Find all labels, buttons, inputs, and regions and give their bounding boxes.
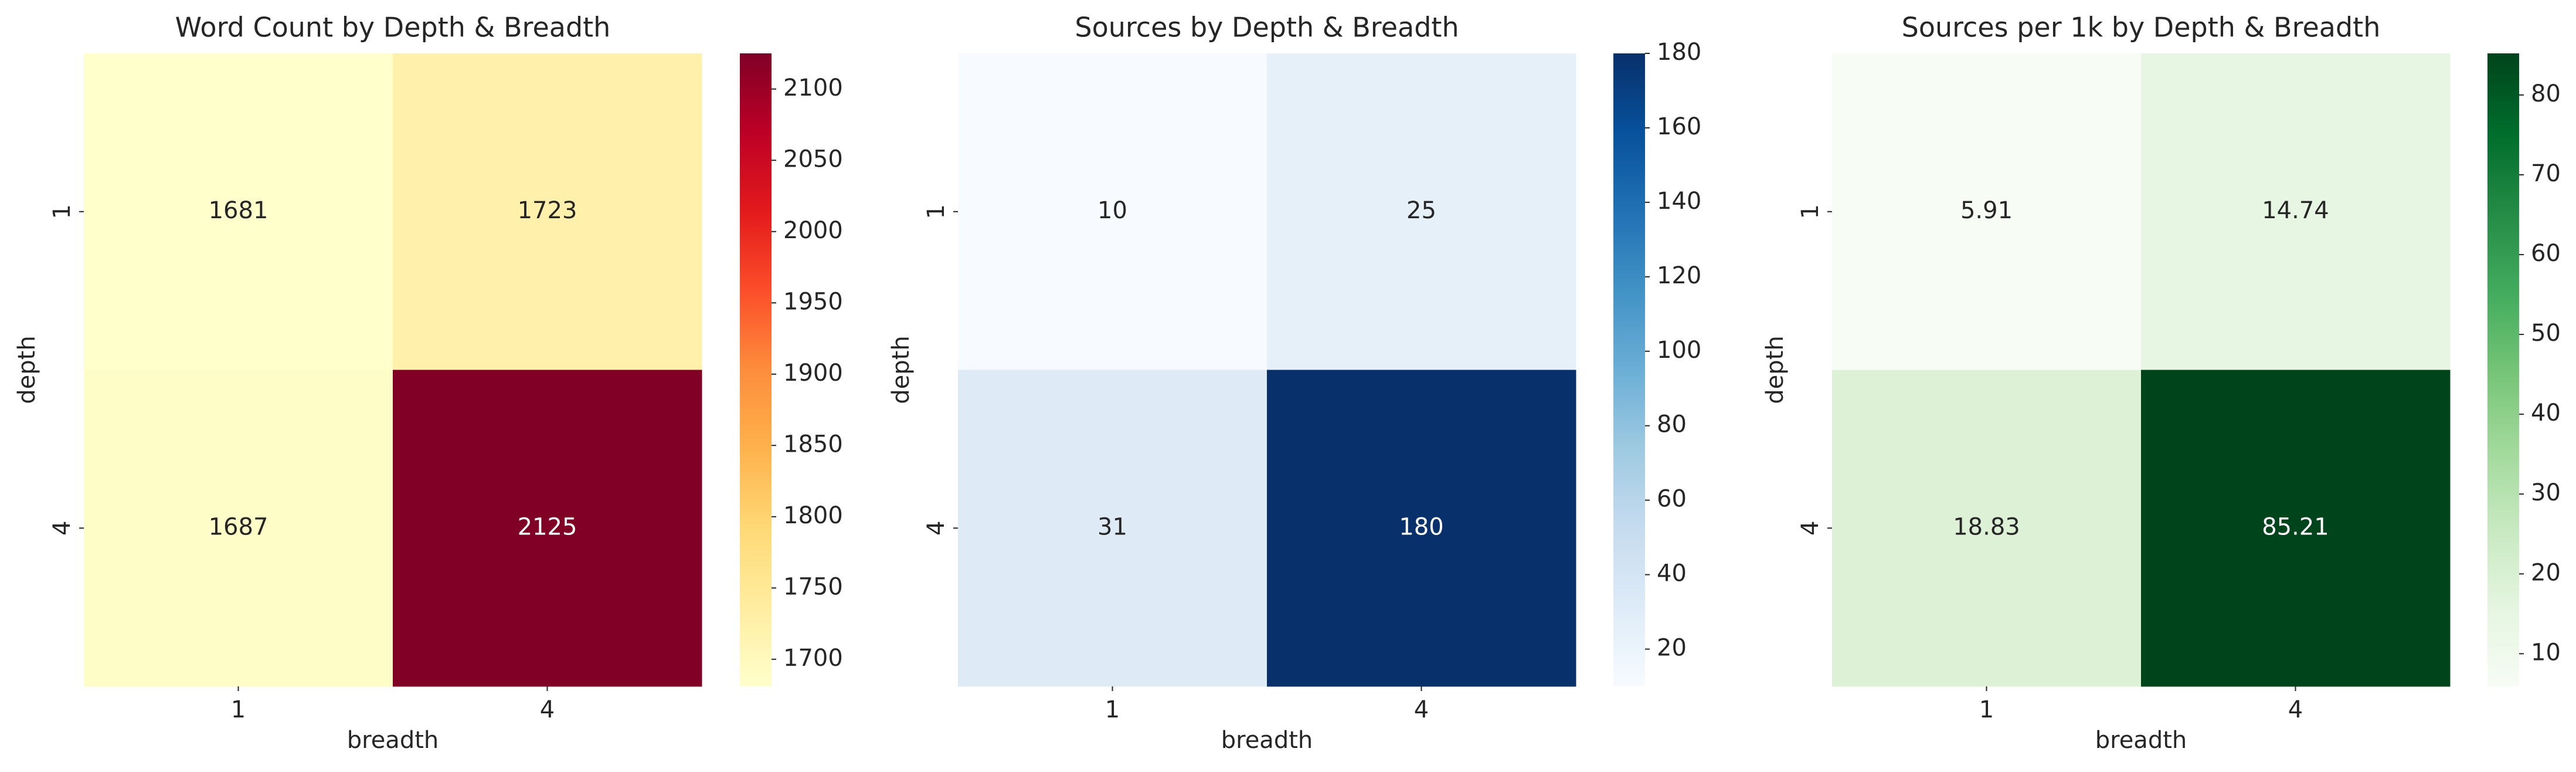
x-tick-label: 1 — [1979, 696, 1994, 723]
colorbar-tick-label: 30 — [2531, 479, 2561, 506]
colorbar-tick-label: 40 — [1657, 560, 1687, 587]
x-tick-label: 1 — [1105, 696, 1120, 723]
cell-value-label: 1723 — [518, 197, 577, 224]
cell-value-label: 25 — [1406, 197, 1436, 224]
x-tick-label: 4 — [2288, 696, 2303, 723]
colorbar-tick-label: 80 — [1657, 411, 1687, 438]
colorbar-tick-label: 1850 — [783, 431, 843, 458]
colorbar-tick-label: 2100 — [783, 75, 843, 101]
cell-value-label: 10 — [1097, 197, 1127, 224]
x-axis-label: breadth — [347, 727, 439, 754]
colorbar-tick-label: 80 — [2531, 80, 2561, 107]
cell-value-label: 180 — [1399, 513, 1443, 540]
heatmap-cell — [2141, 370, 2451, 687]
colorbar-tick-label: 140 — [1657, 188, 1701, 215]
heatmap-cell — [84, 370, 393, 687]
y-axis-label: depth — [13, 336, 40, 404]
x-tick-label: 4 — [540, 696, 555, 723]
colorbar-tick-label: 50 — [2531, 320, 2561, 347]
colorbar-tick-label: 60 — [1657, 486, 1687, 513]
colorbar-tick-label: 40 — [2531, 399, 2561, 426]
cell-value-label: 85.21 — [2262, 513, 2329, 540]
heatmap-cell — [1267, 53, 1576, 370]
colorbar — [740, 53, 772, 686]
cell-value-label: 2125 — [518, 513, 577, 540]
colorbar-tick-label: 2000 — [783, 217, 843, 244]
heatmap-cell — [1267, 370, 1576, 687]
colorbar-tick-label: 120 — [1657, 262, 1701, 289]
colorbar-tick-label: 60 — [2531, 240, 2561, 267]
colorbar-tick-label: 1700 — [783, 645, 843, 672]
colorbar-tick-label: 100 — [1657, 337, 1701, 364]
y-tick-label: 4 — [923, 521, 950, 536]
y-tick-label: 1 — [923, 204, 950, 219]
heatmap-cell — [958, 53, 1267, 370]
y-tick-label: 4 — [1797, 521, 1824, 536]
x-tick-label: 4 — [1414, 696, 1429, 723]
chart-title: Sources per 1k by Depth & Breadth — [1902, 12, 2381, 43]
colorbar-tick-label: 160 — [1657, 113, 1701, 140]
y-tick-label: 4 — [49, 521, 76, 536]
y-tick-label: 1 — [49, 204, 76, 219]
colorbar-tick-label: 70 — [2531, 160, 2561, 187]
heatmap-cell — [2141, 53, 2451, 370]
x-tick-label: 1 — [231, 696, 246, 723]
colorbar-tick-label: 1800 — [783, 502, 843, 529]
chart-title: Sources by Depth & Breadth — [1075, 12, 1459, 43]
x-axis-label: breadth — [2095, 727, 2187, 754]
colorbar-tick-label: 2050 — [783, 145, 843, 172]
heatmap-panel-3: Sources per 1k by Depth & Breadth 5.91 14.… — [1762, 12, 2561, 754]
colorbar-tick-label: 1750 — [783, 573, 843, 600]
heatmap-cell — [393, 53, 702, 370]
x-axis-label: breadth — [1221, 727, 1313, 754]
cell-value-label: 14.74 — [2262, 197, 2329, 224]
heatmap-cell — [1832, 53, 2142, 370]
y-tick-label: 1 — [1797, 204, 1824, 219]
colorbar-tick-label: 180 — [1657, 39, 1701, 66]
y-axis-label: depth — [888, 336, 915, 404]
cell-value-label: 1681 — [209, 197, 269, 224]
heatmap-cell — [393, 370, 702, 687]
colorbar — [2487, 53, 2519, 686]
cell-value-label: 18.83 — [1953, 513, 2020, 540]
heatmap-cell — [84, 53, 393, 370]
chart-title: Word Count by Depth & Breadth — [175, 12, 611, 43]
y-axis-label: depth — [1762, 336, 1789, 404]
heatmap-cell — [958, 370, 1267, 687]
colorbar-tick-label: 20 — [1657, 635, 1687, 662]
heatmap-panel-1: Word Count by Depth & Breadth 1681 1723 168… — [13, 12, 843, 754]
heatmap-panel-2: Sources by Depth & Breadth 10 25 31 180 1 4 1 4 b… — [888, 12, 1701, 754]
colorbar-tick-label: 20 — [2531, 559, 2561, 586]
heatmap-cell — [1832, 370, 2142, 687]
cell-value-label: 1687 — [209, 513, 269, 540]
colorbar — [1613, 53, 1645, 686]
cell-value-label: 5.91 — [1960, 197, 2013, 224]
cell-value-label: 31 — [1097, 513, 1127, 540]
colorbar-tick-label: 1900 — [783, 360, 843, 387]
colorbar-tick-label: 1950 — [783, 288, 843, 315]
colorbar-tick-label: 10 — [2531, 639, 2561, 666]
